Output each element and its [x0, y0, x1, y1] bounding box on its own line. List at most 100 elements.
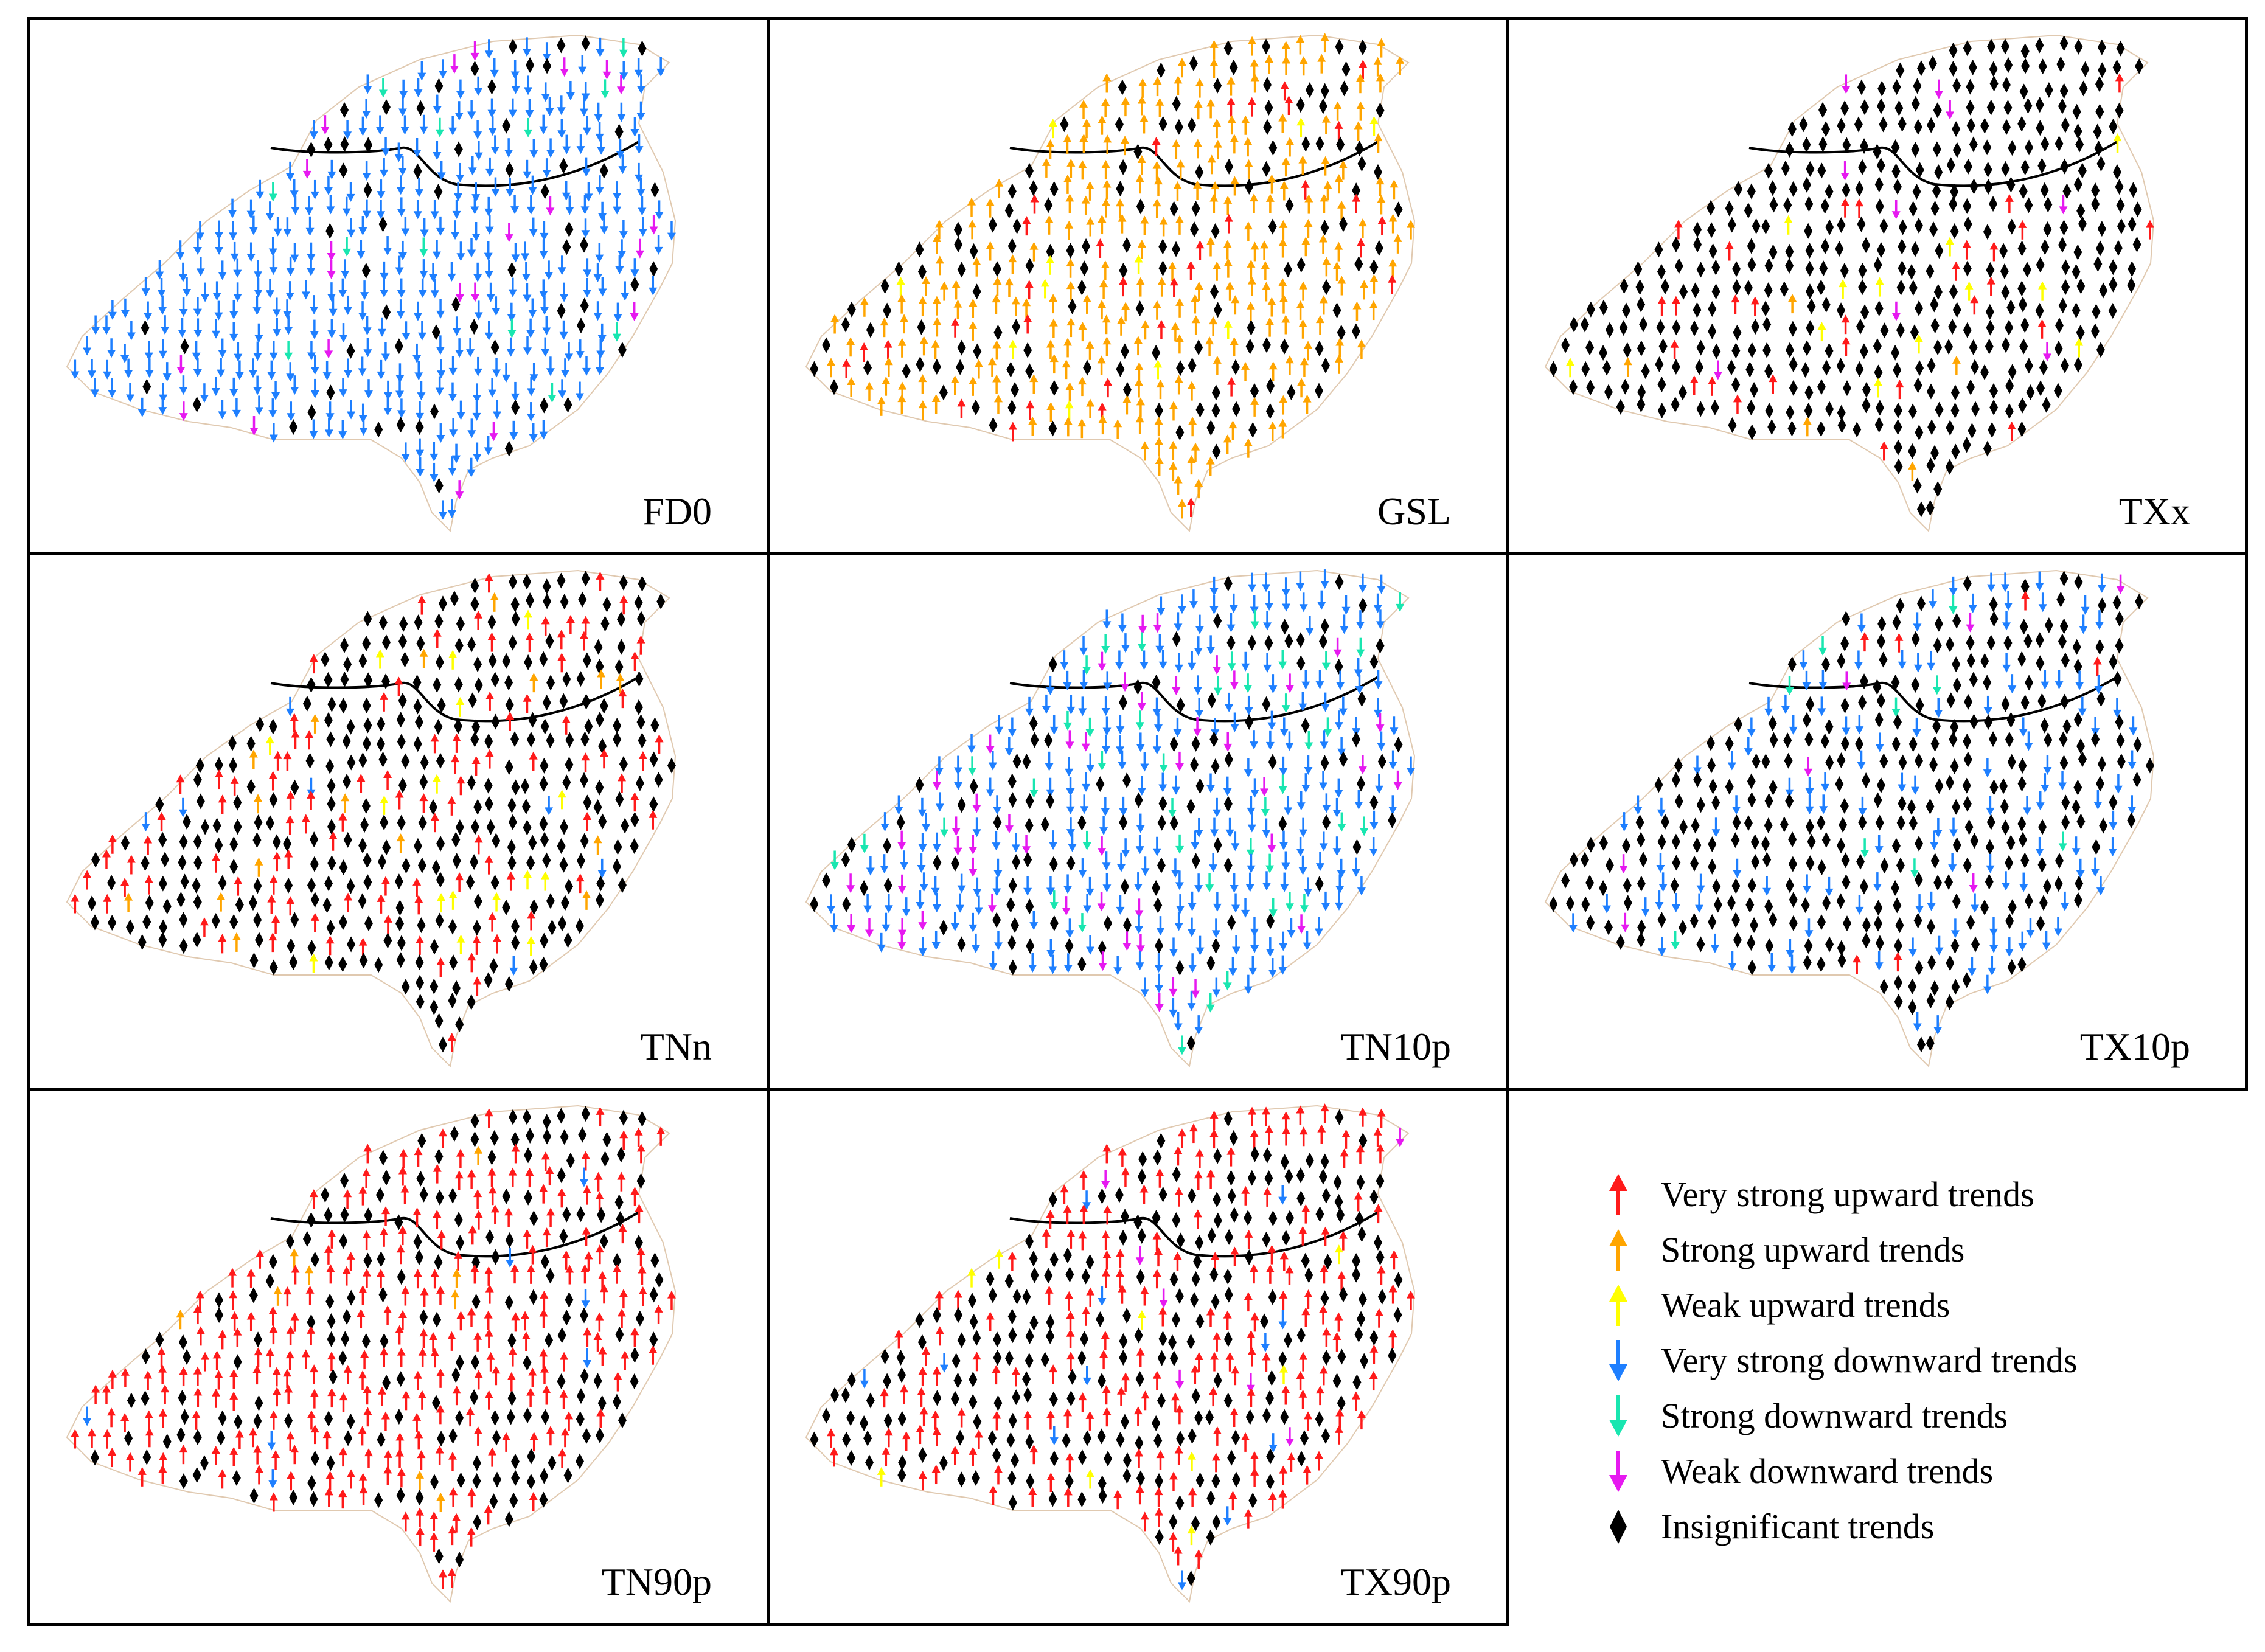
very_strong_down-arrow [491, 189, 500, 197]
very_strong_up-arrow [638, 751, 647, 760]
very_strong_down-arrow [287, 413, 296, 422]
weak_down-arrow [450, 66, 459, 74]
very_strong_down-arrow [1986, 865, 1995, 873]
very_strong_down-arrow [1785, 789, 1794, 797]
insignificant-diamond [2035, 97, 2044, 113]
very_strong_down-arrow [2019, 729, 2028, 737]
insignificant-diamond [1176, 697, 1185, 713]
very_strong_down-arrow [1354, 802, 1363, 810]
very_strong_down-arrow [1802, 682, 1811, 690]
insignificant-diamond [394, 1214, 403, 1230]
insignificant-diamond [1968, 59, 1977, 75]
strong_up-arrow [1194, 281, 1203, 290]
insignificant-diamond [1661, 279, 1670, 295]
very_strong_up-arrow [395, 1325, 404, 1333]
very_strong_up-arrow [484, 1310, 493, 1319]
very_strong_down-arrow [83, 347, 92, 356]
insignificant-diamond [2002, 337, 2011, 353]
strong_up-arrow [1319, 234, 1328, 243]
strong_up-arrow [1358, 218, 1367, 227]
very_strong_down-arrow [1177, 606, 1186, 614]
insignificant-diamond [324, 712, 333, 728]
very_strong_down-arrow [395, 375, 405, 383]
very_strong_down-arrow [310, 390, 319, 398]
very_strong_up-arrow [472, 935, 481, 943]
insignificant-diamond [1783, 732, 1792, 749]
weak_up-arrow [448, 890, 458, 898]
very_strong_down-arrow [307, 352, 316, 361]
insignificant-diamond [396, 417, 405, 433]
very_strong_up-arrow [429, 1332, 438, 1341]
insignificant-diamond [1789, 181, 1798, 197]
insignificant-diamond [2116, 732, 2125, 749]
insignificant-diamond [2061, 652, 2070, 668]
insignificant-diamond [655, 1272, 664, 1288]
very_strong_down-arrow [1250, 741, 1259, 750]
insignificant-diamond [2037, 158, 2047, 174]
insignificant-diamond [324, 1411, 333, 1427]
insignificant-diamond [545, 633, 554, 650]
very_strong_down-arrow [144, 313, 153, 321]
insignificant-diamond [578, 591, 587, 608]
very_strong_up-arrow [1879, 441, 1888, 449]
very_strong_down-arrow [1298, 867, 1307, 875]
insignificant-diamond [254, 1395, 263, 1411]
weak_down-arrow [1297, 926, 1306, 934]
insignificant-diamond [502, 117, 511, 134]
very_strong_down-arrow [1710, 945, 1719, 953]
insignificant-diamond [1983, 675, 1992, 691]
very_strong_down-arrow [1211, 930, 1220, 939]
insignificant-diamond [1785, 342, 1794, 358]
insignificant-diamond [596, 875, 605, 892]
insignificant-diamond [1229, 59, 1238, 75]
strong_down-arrow [1860, 850, 1870, 858]
strong_down-arrow [1932, 687, 1941, 695]
very_strong_down-arrow [473, 274, 482, 282]
insignificant-diamond [1152, 675, 1161, 691]
insignificant-diamond [1805, 283, 1814, 300]
insignificant-diamond [956, 359, 965, 375]
very_strong_up-arrow [430, 1348, 439, 1356]
very_strong_down-arrow [363, 349, 372, 358]
insignificant-diamond [1934, 616, 1943, 632]
insignificant-diamond [1357, 776, 1366, 792]
very_strong_up-arrow [506, 871, 515, 880]
insignificant-diamond [1908, 978, 1917, 994]
very_strong_down-arrow [1140, 763, 1149, 772]
climate-divider-line [1009, 141, 1379, 187]
very_strong_down-arrow [950, 923, 959, 932]
insignificant-diamond [284, 877, 293, 894]
insignificant-diamond [1354, 256, 1363, 272]
insignificant-diamond [510, 731, 520, 748]
very_strong_up-arrow [565, 1265, 574, 1273]
strong_up-arrow [1230, 337, 1239, 345]
insignificant-diamond [1963, 575, 1972, 592]
very_strong_down-arrow [1063, 886, 1073, 894]
insignificant-diamond [1860, 138, 1869, 154]
insignificant-diamond [229, 914, 238, 930]
weak_down-arrow [2059, 206, 2068, 215]
insignificant-diamond [2018, 831, 2027, 848]
insignificant-diamond [1693, 237, 1702, 253]
insignificant-diamond [1671, 358, 1680, 375]
station-markers [810, 33, 1415, 519]
insignificant-diamond [430, 978, 439, 994]
very_strong_up-arrow [560, 1428, 569, 1436]
very_strong_down-arrow [201, 294, 210, 302]
insignificant-diamond [1191, 200, 1200, 217]
insignificant-diamond [1950, 384, 1960, 401]
very_strong_up-arrow [1098, 402, 1107, 411]
insignificant-diamond [1806, 855, 1815, 872]
insignificant-diamond [491, 713, 500, 730]
very_strong_down-arrow [1230, 885, 1239, 894]
insignificant-diamond [1837, 752, 1846, 769]
insignificant-diamond [382, 304, 391, 321]
weak_up-arrow [526, 936, 535, 945]
very_strong_down-arrow [1989, 928, 1998, 937]
insignificant-diamond [523, 819, 532, 836]
very_strong_down-arrow [1825, 888, 1834, 897]
very_strong_down-arrow [922, 824, 931, 833]
insignificant-diamond [2116, 197, 2125, 213]
insignificant-diamond [2020, 317, 2030, 333]
very_strong_up-arrow [1119, 277, 1128, 285]
